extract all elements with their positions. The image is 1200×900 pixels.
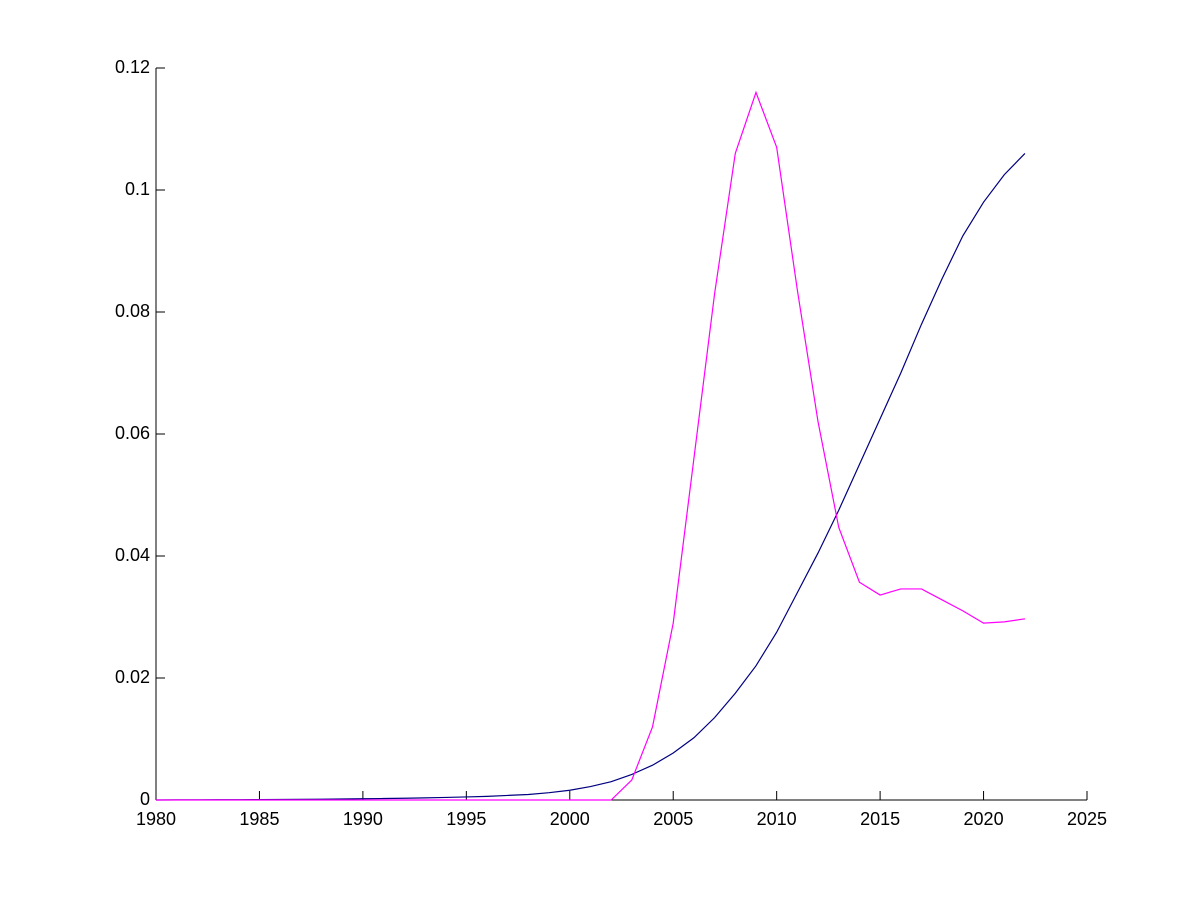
x-tick-label: 1990 bbox=[343, 809, 383, 829]
x-tick-label: 2005 bbox=[653, 809, 693, 829]
series-line bbox=[156, 90, 1026, 801]
x-tick-label: 2015 bbox=[860, 809, 900, 829]
x-tick-label: 2010 bbox=[757, 809, 797, 829]
x-tick-label: 2020 bbox=[964, 809, 1004, 829]
y-tick-label: 0.04 bbox=[115, 545, 150, 565]
x-tick-label: 1995 bbox=[446, 809, 486, 829]
y-tick-label: 0 bbox=[140, 789, 150, 809]
y-tick-label: 0.1 bbox=[125, 179, 150, 199]
x-tick-label: 2025 bbox=[1067, 809, 1107, 829]
y-tick-label: 0.06 bbox=[115, 423, 150, 443]
x-tick-label: 1980 bbox=[136, 809, 176, 829]
y-tick-label: 0.08 bbox=[115, 301, 150, 321]
y-tick-label: 0.12 bbox=[115, 57, 150, 77]
x-tick-label: 1985 bbox=[239, 809, 279, 829]
series-line bbox=[155, 152, 1026, 801]
y-tick-label: 0.02 bbox=[115, 667, 150, 687]
x-tick-label: 2000 bbox=[550, 809, 590, 829]
